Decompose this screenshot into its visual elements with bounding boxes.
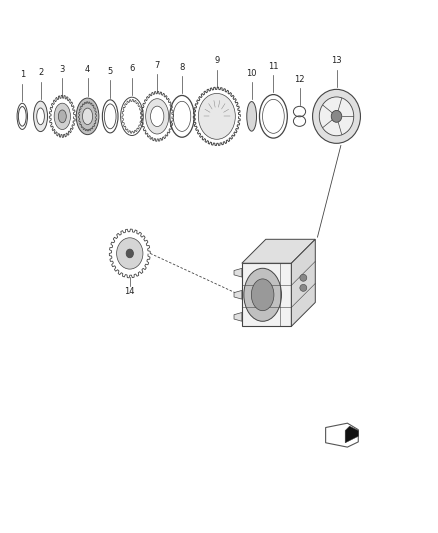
Text: 5: 5 [108,67,113,76]
Ellipse shape [37,108,44,125]
Polygon shape [242,263,291,326]
Ellipse shape [54,103,71,130]
Ellipse shape [313,90,360,143]
Polygon shape [234,268,242,277]
Text: 7: 7 [155,61,160,70]
Text: 3: 3 [60,65,65,74]
Ellipse shape [151,106,164,126]
Polygon shape [242,239,315,263]
Ellipse shape [244,268,282,321]
Ellipse shape [251,279,274,311]
Circle shape [300,274,307,281]
Polygon shape [234,312,242,321]
Ellipse shape [146,99,169,134]
Polygon shape [234,290,242,299]
Text: 1: 1 [20,70,25,79]
Ellipse shape [82,108,93,125]
Text: 6: 6 [129,64,134,73]
Polygon shape [291,239,315,326]
Text: 14: 14 [124,287,135,296]
Ellipse shape [319,97,354,136]
Ellipse shape [126,249,134,258]
Text: 12: 12 [294,75,305,84]
Text: 11: 11 [268,62,279,71]
Text: 2: 2 [38,68,43,77]
Polygon shape [345,426,358,443]
Text: 8: 8 [179,62,185,71]
Ellipse shape [331,110,342,122]
Text: 4: 4 [85,65,90,74]
Ellipse shape [247,102,257,131]
Ellipse shape [58,110,66,123]
Ellipse shape [34,101,47,132]
Text: 13: 13 [331,56,342,66]
Ellipse shape [198,93,235,139]
Ellipse shape [117,238,143,269]
Text: 9: 9 [214,56,219,66]
Circle shape [300,285,307,292]
Ellipse shape [76,98,99,135]
Text: 10: 10 [247,69,257,78]
